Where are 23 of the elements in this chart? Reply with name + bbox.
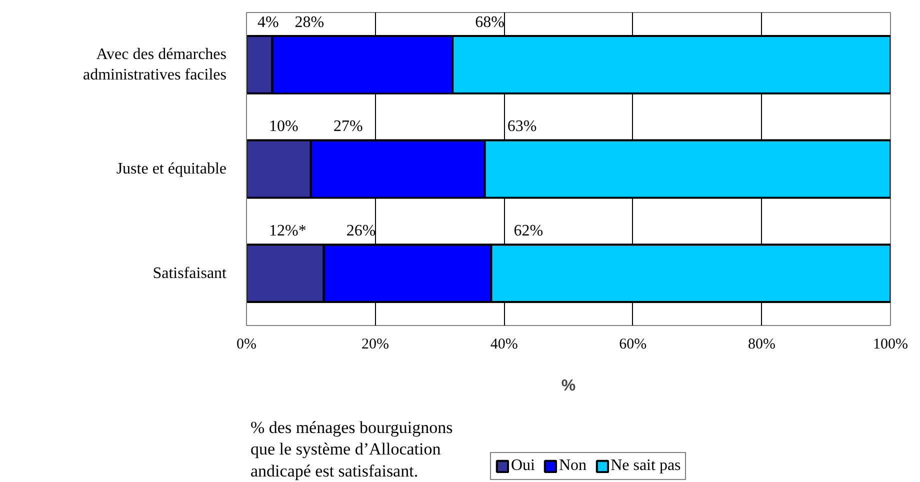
data-label: 62%	[514, 222, 544, 240]
data-label: 63%	[507, 118, 537, 136]
y-tick-label: Juste et équitable	[116, 160, 226, 178]
x-tick-label: 100%	[873, 336, 908, 352]
legend-label: Ne sait pas	[610, 457, 681, 475]
x-axis-title: %	[561, 378, 576, 394]
legend-label: Non	[559, 457, 587, 475]
x-tick-label: 0%	[236, 336, 256, 352]
legend-label: Oui	[511, 457, 535, 475]
x-tick-label: 60%	[619, 336, 647, 352]
data-label: 10%	[269, 118, 298, 136]
data-label: 26%	[346, 222, 376, 240]
y-tick-label: Avec des démarches administratives faciles	[82, 46, 227, 84]
data-label: 12%*	[269, 222, 306, 240]
x-tick-label: 40%	[490, 336, 518, 352]
y-tick-label: Satisfaisant	[152, 264, 228, 282]
data-label: 4%	[257, 14, 279, 31]
data-label: 28%	[294, 14, 324, 31]
x-tick-label: 20%	[362, 336, 390, 352]
data-label: 68%	[475, 14, 504, 31]
data-label: 27%	[333, 118, 363, 136]
text: % des ménages bourguignons que le système d’Allocation andicapé est satisfaisant.	[250, 418, 453, 480]
x-tick-label: 80%	[748, 336, 776, 352]
